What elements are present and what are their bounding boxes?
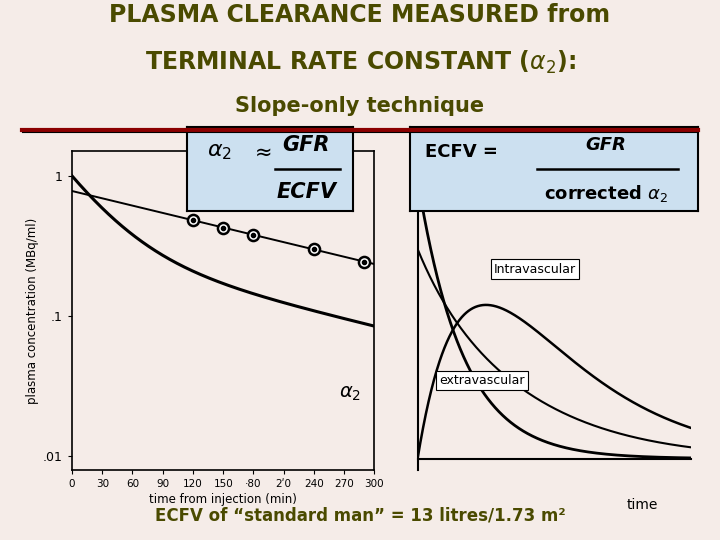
Text: Slope-only technique: Slope-only technique [235,96,485,116]
Text: $\alpha_2$: $\alpha_2$ [207,142,232,162]
Text: time: time [626,498,657,512]
Text: corrected $\alpha_2$: corrected $\alpha_2$ [544,184,668,204]
Y-axis label: plasma concentration (MBq/ml): plasma concentration (MBq/ml) [26,218,39,403]
Text: ECFV of “standard man” = 13 litres/1.73 m²: ECFV of “standard man” = 13 litres/1.73 … [155,507,565,525]
X-axis label: time from injection (min): time from injection (min) [149,493,297,506]
Text: PLASMA CLEARANCE MEASURED from: PLASMA CLEARANCE MEASURED from [109,3,611,26]
Text: GFR: GFR [586,136,626,154]
Text: Intravascular: Intravascular [494,262,576,275]
Text: $\alpha_2$: $\alpha_2$ [339,384,361,403]
Text: ECFV: ECFV [276,182,336,202]
Text: $\approx$: $\approx$ [250,142,271,162]
Text: extravascular: extravascular [439,374,525,387]
Text: TERMINAL RATE CONSTANT ($\alpha_2$):: TERMINAL RATE CONSTANT ($\alpha_2$): [145,49,575,77]
Text: ECFV =: ECFV = [425,143,498,161]
Text: GFR: GFR [283,136,330,156]
